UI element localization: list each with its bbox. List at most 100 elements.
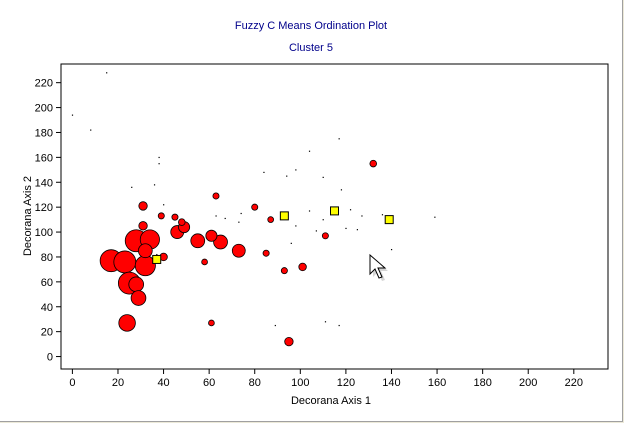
- data-point-dot: [356, 229, 358, 231]
- cluster-member-point: [190, 233, 206, 249]
- plot-area: [60, 63, 609, 370]
- x-tick-label: 220: [565, 377, 583, 389]
- data-point-dot: [290, 242, 292, 244]
- data-point-dot: [338, 324, 340, 327]
- x-tick-label: 20: [112, 377, 124, 389]
- members-layer: [99, 159, 377, 347]
- cluster-member-point: [138, 201, 148, 211]
- cluster-member-point: [369, 159, 377, 168]
- centroid-point: [384, 215, 394, 225]
- x-tick-label: 120: [337, 377, 355, 389]
- cluster-member-point: [251, 203, 259, 211]
- cluster-member-point: [284, 336, 294, 347]
- data-point-dot: [71, 114, 74, 116]
- cluster-member-point: [130, 290, 147, 306]
- x-tick-label: 200: [519, 377, 537, 389]
- cluster-member-point: [321, 232, 329, 240]
- cluster-member-point: [267, 216, 274, 223]
- x-tick-label: 160: [428, 377, 446, 389]
- x-tick-label: 40: [157, 377, 169, 389]
- data-point-dot: [224, 217, 226, 220]
- x-tick-label: 140: [382, 377, 400, 389]
- x-tick-label: 80: [249, 377, 261, 389]
- centroid-point: [279, 211, 289, 221]
- x-axis: 0 20 40 60 80 100 120 140 160 180 200 220: [69, 369, 583, 389]
- y-axis: 0 20 40 60 80 100 120 140 160 180 200 220: [35, 78, 61, 364]
- data-point-dot: [90, 129, 92, 131]
- data-point-dot: [295, 169, 297, 171]
- mouse-pointer-icon: [369, 253, 388, 281]
- data-point-dot: [338, 138, 340, 140]
- x-tick-label: 0: [69, 377, 75, 389]
- y-tick-label: 0: [47, 352, 53, 364]
- data-point-dot: [240, 212, 242, 215]
- chart-subtitle: Cluster 5: [289, 42, 333, 54]
- cluster-member-point: [280, 267, 288, 275]
- cluster-member-point: [213, 234, 228, 250]
- data-point-dot: [158, 163, 160, 165]
- cluster-member-point: [128, 276, 145, 293]
- cluster-member-point: [118, 314, 136, 332]
- cluster-member-point: [201, 258, 208, 266]
- y-axis-title: Decorana Axis 2: [22, 176, 34, 256]
- data-point-dot: [361, 215, 363, 217]
- cluster-member-point: [298, 262, 307, 272]
- centroid-point: [152, 254, 162, 264]
- cluster-member-point: [157, 212, 165, 220]
- cluster-member-point: [178, 218, 186, 226]
- data-point-dot: [158, 156, 160, 159]
- data-point-dot: [322, 219, 324, 221]
- y-tick-label: 140: [35, 177, 53, 189]
- centroid-point: [330, 206, 339, 216]
- centroids-layer: [152, 206, 394, 264]
- cluster-member-point: [212, 192, 220, 200]
- data-point-dot: [381, 214, 384, 216]
- data-point-dot: [274, 324, 276, 327]
- y-tick-label: 180: [35, 127, 53, 139]
- y-tick-label: 60: [41, 277, 53, 289]
- data-point-dot: [106, 72, 108, 74]
- chart-title: Fuzzy C Means Ordination Plot: [235, 20, 387, 32]
- x-axis-title: Decorana Axis 1: [291, 395, 371, 407]
- x-tick-label: 180: [473, 377, 491, 389]
- y-tick-label: 20: [41, 327, 53, 339]
- cluster-member-point: [113, 250, 137, 274]
- data-point-dot: [295, 225, 297, 227]
- data-point-dot: [345, 227, 347, 230]
- y-tick-label: 80: [41, 252, 53, 264]
- data-point-dot: [322, 176, 324, 178]
- cluster-member-point: [262, 249, 270, 257]
- data-point-dot: [163, 204, 165, 206]
- data-point-dot: [286, 175, 288, 177]
- data-point-dot: [131, 186, 133, 188]
- y-tick-label: 160: [35, 152, 53, 164]
- y-tick-label: 220: [35, 78, 53, 90]
- y-tick-label: 40: [41, 302, 53, 314]
- data-point-dot: [308, 210, 311, 212]
- y-tick-label: 120: [35, 202, 53, 214]
- data-point-dot: [308, 150, 311, 152]
- data-point-dot: [390, 248, 393, 251]
- y-tick-label: 100: [35, 227, 53, 239]
- cluster-member-point: [137, 243, 153, 259]
- data-point-dot: [263, 171, 265, 174]
- x-tick-label: 100: [291, 377, 309, 389]
- dots-layer: [71, 72, 436, 327]
- data-point-dot: [349, 209, 352, 211]
- data-point-dot: [238, 221, 240, 223]
- data-point-dot: [215, 215, 217, 217]
- data-point-dot: [315, 230, 317, 232]
- data-point-dot: [153, 184, 156, 186]
- cluster-member-point: [138, 221, 148, 231]
- x-tick-label: 60: [203, 377, 215, 389]
- cluster-member-point: [205, 229, 218, 242]
- cluster-member-point: [231, 243, 246, 258]
- data-point-dot: [434, 216, 436, 218]
- data-point-dot: [324, 321, 327, 323]
- cluster-member-point: [171, 213, 179, 221]
- data-point-dot: [340, 189, 343, 191]
- data-point-dot: [156, 253, 158, 256]
- cluster-member-point: [208, 319, 215, 327]
